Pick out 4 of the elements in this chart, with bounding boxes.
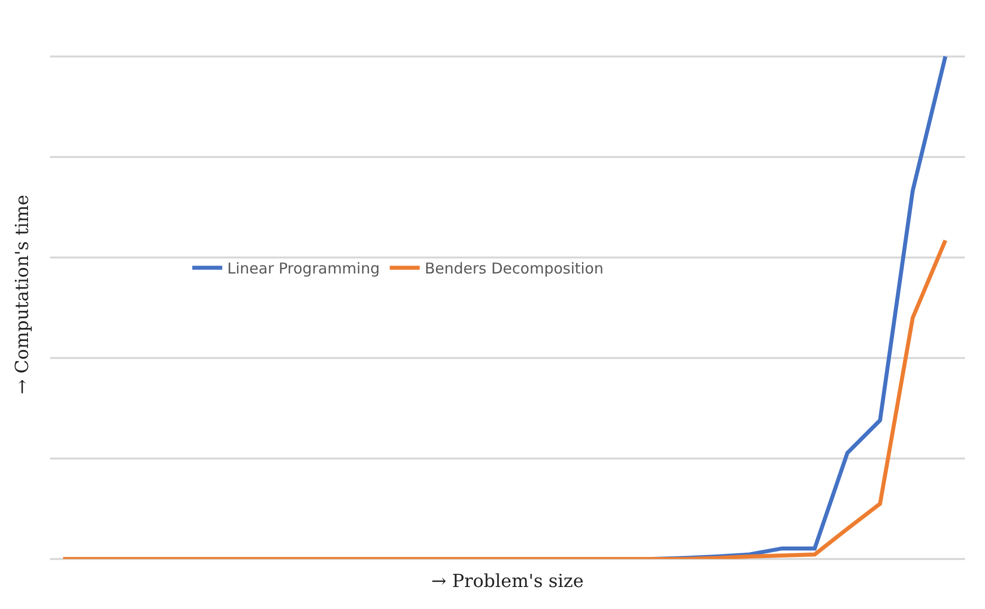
- legend-label: Linear Programming: [227, 260, 380, 278]
- y-axis-title: → Computation's time: [12, 194, 34, 394]
- x-axis-title: → Problem's size: [431, 571, 584, 592]
- legend-label: Benders Decomposition: [424, 260, 604, 278]
